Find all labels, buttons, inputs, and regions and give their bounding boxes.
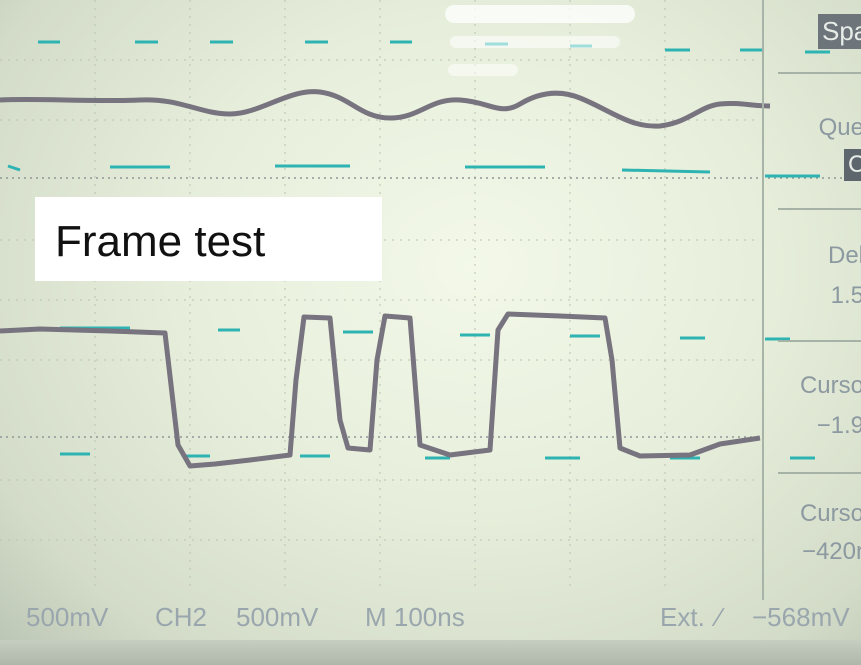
ch2-waveform bbox=[0, 311, 761, 469]
ch1-scale: 500mV bbox=[26, 602, 109, 632]
graticule bbox=[0, 0, 760, 590]
menu-cursor1[interactable]: Curso −1.9 bbox=[778, 340, 861, 472]
span-label: Span bbox=[818, 14, 861, 49]
frame-test-annotation: Frame test bbox=[35, 197, 382, 281]
ch2-scale: 500mV bbox=[236, 602, 319, 632]
menu-delta-value: 1.5 bbox=[830, 282, 861, 309]
glare-highlight bbox=[450, 36, 620, 48]
menu-cursor1-label: Curso bbox=[799, 372, 861, 399]
cursor-markers bbox=[7, 40, 830, 460]
menu-span[interactable]: Span bbox=[778, 0, 861, 70]
menu-cursor1-value: −1.9 bbox=[816, 412, 861, 439]
trigger-slope-icon: ∕ bbox=[717, 602, 722, 632]
menu-question[interactable]: Que CH bbox=[778, 72, 861, 209]
status-bar: 500mV CH2 500mV M 100ns Ext. ∕ −568mV bbox=[0, 594, 861, 638]
trigger-source: Ext. bbox=[660, 602, 705, 632]
annotation-text: Frame test bbox=[55, 217, 266, 266]
menu-question-label: Que bbox=[818, 114, 861, 141]
menu-cursor2-value: −420r bbox=[801, 538, 861, 565]
ch1-waveform bbox=[0, 89, 771, 129]
channel-badge: CH bbox=[844, 149, 861, 181]
ch2-name: CH2 bbox=[155, 602, 208, 632]
glare-highlight bbox=[448, 64, 518, 76]
side-menu-panel: Span Que CH Del 1.5 Curso −1.9 Curso −42… bbox=[762, 0, 861, 600]
timebase: M 100ns bbox=[365, 602, 465, 632]
menu-delta[interactable]: Del 1.5 bbox=[778, 208, 861, 340]
menu-delta-label: Del bbox=[827, 242, 861, 269]
glare-highlight bbox=[445, 5, 635, 23]
menu-cursor2-label: Curso bbox=[799, 500, 861, 527]
bezel-edge bbox=[0, 640, 861, 665]
waveform-display bbox=[0, 0, 860, 590]
trigger-level: −568mV bbox=[752, 602, 850, 632]
menu-cursor2[interactable]: Curso −420r bbox=[778, 472, 861, 602]
